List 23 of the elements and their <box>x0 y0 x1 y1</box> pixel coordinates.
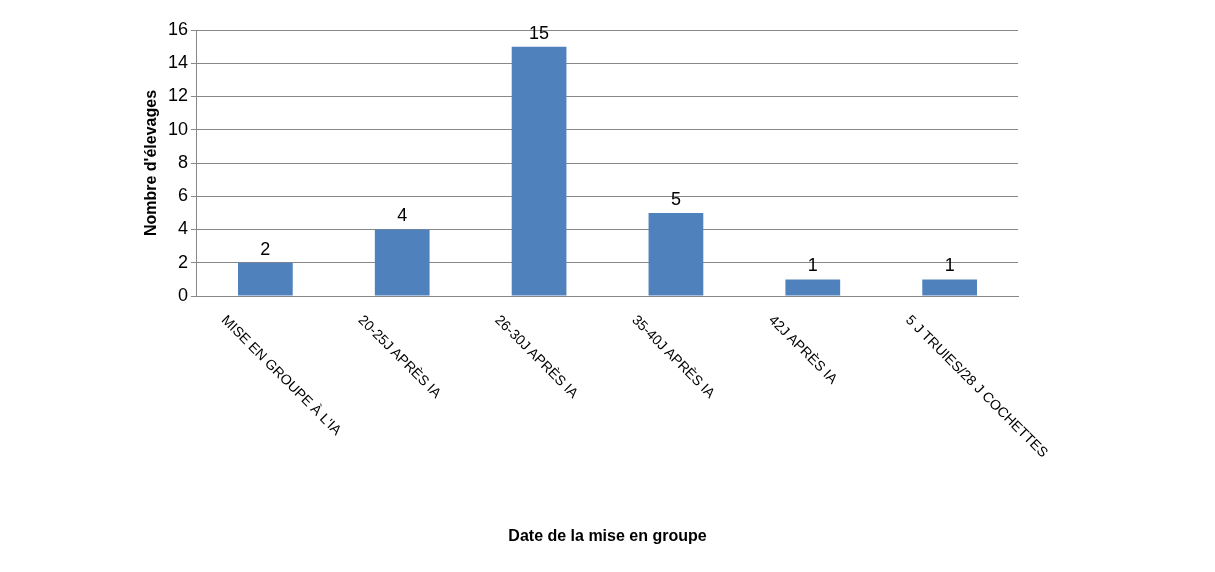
x-axis-title: Date de la mise en groupe <box>508 527 707 545</box>
y-tick-label: 4 <box>177 218 188 239</box>
bar <box>648 212 704 296</box>
bar <box>785 279 841 296</box>
bar <box>511 46 567 296</box>
data-label: 15 <box>529 22 550 43</box>
y-tick-label: 8 <box>177 151 188 172</box>
y-tick-label: 6 <box>177 185 188 206</box>
data-label: 5 <box>670 188 681 209</box>
y-tick-label: 10 <box>167 118 188 139</box>
y-tick-label: 14 <box>167 52 188 73</box>
data-label: 4 <box>397 205 408 226</box>
y-tick-label: 0 <box>177 284 188 305</box>
bar <box>237 262 293 296</box>
y-tick-label: 2 <box>177 251 188 272</box>
data-label: 1 <box>807 255 818 276</box>
y-tick-label: 16 <box>167 18 188 39</box>
data-label: 1 <box>944 255 955 276</box>
data-label: 2 <box>260 238 271 259</box>
bar <box>374 229 430 296</box>
bar <box>922 279 978 296</box>
y-axis-title: Nombre d'élevages <box>141 89 159 237</box>
y-tick-label: 12 <box>167 85 188 106</box>
